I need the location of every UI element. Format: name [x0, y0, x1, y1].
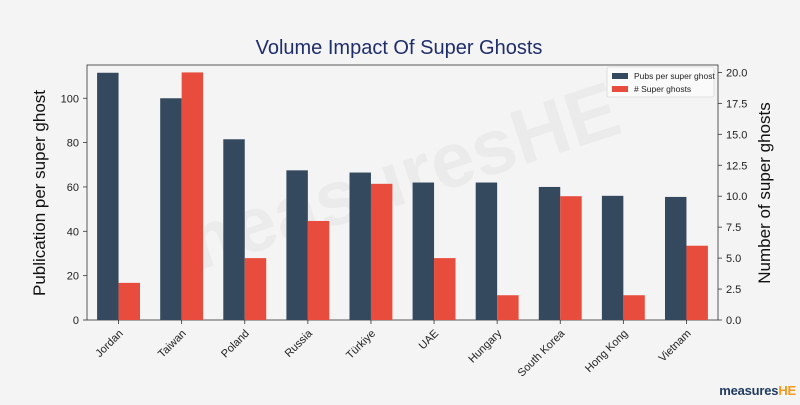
x-tick-label-0: Jordan — [93, 328, 125, 360]
bar-ghosts-5 — [434, 258, 456, 320]
legend-label-1: # Super ghosts — [634, 84, 691, 94]
x-tick-label-6: Hungary — [466, 327, 504, 365]
y2-tick-label-6: 15.0 — [726, 129, 747, 141]
y2-tick-label-4: 10.0 — [726, 191, 747, 203]
bar-ghosts-2 — [244, 258, 267, 320]
y2-tick-label-0: 0.0 — [726, 315, 741, 327]
x-tick-label-8: Hong Kong — [583, 328, 630, 375]
chart-title: Volume Impact Of Super Ghosts — [256, 37, 543, 59]
bar-pubs-4 — [349, 172, 371, 320]
y-tick-label-3: 60 — [67, 182, 79, 194]
bar-pubs-5 — [412, 182, 435, 320]
y2-tick-label-1: 2.5 — [726, 284, 741, 296]
y2-tick-label-5: 12.5 — [726, 160, 747, 172]
y2-tick-label-2: 5.0 — [726, 253, 741, 265]
legend-swatch-0 — [612, 73, 628, 79]
y-tick-label-5: 100 — [61, 93, 79, 105]
legend: Pubs per super ghost # Super ghosts — [606, 66, 715, 98]
y2-tick-label-3: 7.5 — [726, 222, 741, 234]
x-tick-label-4: Türkiye — [344, 328, 378, 362]
bar-ghosts-1 — [181, 72, 204, 320]
bar-pubs-7 — [538, 186, 561, 320]
bar-ghosts-0 — [118, 282, 141, 320]
bar-pubs-0 — [97, 72, 119, 321]
bar-ghosts-7 — [560, 196, 582, 320]
x-tick-label-5: UAE — [417, 328, 441, 352]
bar-pubs-3 — [286, 170, 308, 320]
bar-ghosts-9 — [686, 245, 708, 320]
x-tick-label-9: Vietnam — [657, 328, 694, 365]
y2-axis-label: Number of super ghosts — [755, 102, 774, 283]
x-tick-label-7: South Korea — [516, 327, 568, 379]
bar-ghosts-4 — [370, 183, 393, 320]
legend-swatch-1 — [612, 86, 628, 92]
y-tick-label-0: 0 — [73, 315, 79, 327]
bar-ghosts-3 — [307, 220, 330, 320]
bar-ghosts-8 — [623, 295, 645, 320]
x-tick-label-1: Taiwan — [156, 328, 189, 361]
brand-logo: measuresHE — [719, 383, 796, 398]
y2-tick-label-8: 20.0 — [726, 67, 747, 79]
y-tick-label-4: 80 — [67, 138, 79, 150]
x-tick-label-3: Russia — [283, 327, 316, 360]
bar-pubs-9 — [664, 196, 687, 320]
bar-pubs-8 — [601, 195, 624, 320]
y-tick-label-1: 20 — [67, 271, 79, 283]
y-axis-label: Publication per super ghost — [30, 90, 49, 296]
bar-pubs-1 — [160, 98, 182, 321]
x-tick-label-2: Poland — [219, 328, 252, 361]
bar-pubs-2 — [223, 139, 245, 320]
y2-tick-label-7: 17.5 — [726, 98, 747, 110]
plot-area: 0 20 40 60 80 100 0.0 2.5 5.0 7.5 10.0 12.5 15.0 17.5… — [61, 64, 747, 379]
legend-box — [606, 66, 715, 98]
bar-ghosts-6 — [497, 295, 519, 320]
bar-pubs-6 — [475, 182, 498, 320]
y-tick-label-2: 40 — [67, 226, 79, 238]
plot-frame — [86, 64, 719, 321]
legend-label-0: Pubs per super ghost — [634, 71, 715, 81]
